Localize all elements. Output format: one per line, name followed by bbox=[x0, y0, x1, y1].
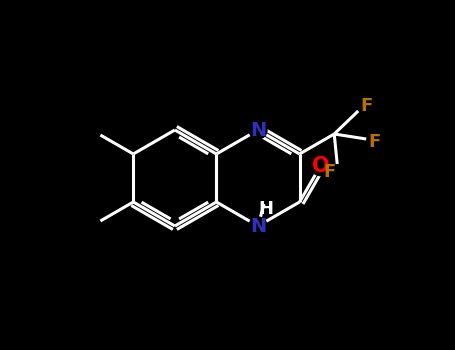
Text: H: H bbox=[258, 200, 273, 218]
Text: N: N bbox=[250, 120, 266, 140]
Text: O: O bbox=[312, 156, 329, 176]
Text: N: N bbox=[250, 217, 266, 236]
Circle shape bbox=[311, 156, 331, 176]
Text: F: F bbox=[360, 97, 372, 115]
Text: F: F bbox=[323, 163, 335, 181]
Circle shape bbox=[249, 217, 267, 235]
Text: F: F bbox=[368, 133, 380, 151]
Circle shape bbox=[249, 121, 267, 139]
